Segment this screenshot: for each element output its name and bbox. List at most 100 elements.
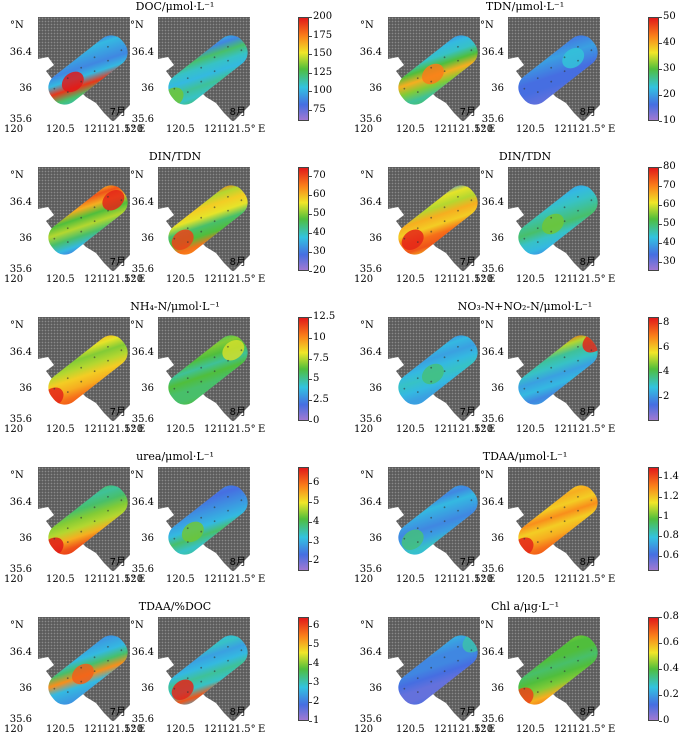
lat-tick-label: 36.4 xyxy=(359,347,382,358)
station-point xyxy=(66,227,69,230)
colorbar-tick-label: 10 xyxy=(663,115,676,126)
station-point xyxy=(470,49,473,52)
lat-tick-label: 36 xyxy=(19,383,32,394)
station-point xyxy=(403,237,406,240)
colorbar-tick-label: 3 xyxy=(313,535,320,547)
station-point xyxy=(416,377,419,380)
lon-tick-label: 120.5 xyxy=(516,424,545,435)
station-point xyxy=(186,541,189,544)
station-point xyxy=(107,345,109,348)
lon-tick-label: 121 xyxy=(554,124,574,135)
lat-tick-label: 35.6 xyxy=(131,714,154,725)
station-point xyxy=(53,537,56,540)
colorbar-tick xyxy=(309,482,312,484)
month-label: 7月 xyxy=(459,107,476,118)
map-panel-august: 8月 xyxy=(508,167,600,271)
colorbar-tick xyxy=(659,167,662,168)
colorbar-tick-label: 200 xyxy=(313,11,333,22)
lon-tick-label: E xyxy=(608,724,616,735)
station-point xyxy=(577,359,579,362)
colorbar-tick xyxy=(309,72,312,74)
chart-panel: Chl a/μg·L⁻¹ 36.4 36.4 36 36 35.6 35.6 °N °N 7月 8月… xyxy=(350,600,700,748)
station-point xyxy=(120,349,123,352)
lat-tick-label: 36.4 xyxy=(359,647,382,658)
station-point xyxy=(80,216,83,219)
colorbar-tick-label: 5 xyxy=(313,496,320,508)
colorbar-tick xyxy=(659,372,662,374)
colorbar-tick-label: 125 xyxy=(313,66,333,78)
lat-tick-label: 36 xyxy=(491,383,504,394)
station-point xyxy=(443,206,446,209)
lon-tick-label: 120 xyxy=(124,274,144,285)
colorbar-tick xyxy=(309,358,312,360)
lon-tick-label: 120 xyxy=(354,274,374,285)
chart-panel: TDAA/%DOC 36.4 36.4 36 36 35.6 35.6 °N °N 7月 8月 120… xyxy=(0,600,350,748)
station-point xyxy=(213,56,216,59)
lon-tick-label: 120.5 xyxy=(166,424,195,435)
station-point xyxy=(403,687,406,690)
lat-tick-label: 36.4 xyxy=(481,47,504,58)
station-point xyxy=(93,506,96,509)
colorbar-tick-label: 40 xyxy=(663,37,676,48)
colorbar-tick-label: 1 xyxy=(663,510,670,522)
station-point xyxy=(186,377,189,380)
lat-tick-label: 36 xyxy=(491,83,504,94)
station-point xyxy=(443,670,446,673)
station-point xyxy=(213,656,216,659)
lon-tick-label: 120.5 xyxy=(46,574,75,585)
lat-tick-label: 36 xyxy=(19,533,32,544)
station-point xyxy=(536,677,539,680)
station-point xyxy=(563,520,566,523)
station-point xyxy=(80,666,83,669)
colorbar-tick xyxy=(309,664,312,666)
colorbar-tick-label: 1 xyxy=(313,715,320,726)
colorbar-tick-label: 4 xyxy=(663,366,670,378)
station-point xyxy=(523,387,526,390)
station-point xyxy=(80,530,83,533)
colorbar-tick-label: 75 xyxy=(313,103,326,115)
colorbar-tick xyxy=(309,400,312,402)
colorbar-tick xyxy=(659,476,662,478)
station-point xyxy=(227,345,229,348)
lon-tick-label: 120.5 xyxy=(516,574,545,585)
lat-tick-label: 36.4 xyxy=(481,497,504,508)
chart-title: TDN/μmol·L⁻¹ xyxy=(485,0,565,13)
chart-panel: NH₄-N/μmol·L⁻¹ 36.4 36.4 36 36 35.6 35.6 °N °N 7月… xyxy=(0,300,350,448)
lon-tick-label: 121 xyxy=(434,574,454,585)
station-point xyxy=(227,59,229,62)
lon-tick-label: 121 xyxy=(84,274,104,285)
lon-tick-label: 120.5 xyxy=(46,724,75,735)
colorbar-tick xyxy=(309,337,312,339)
lon-tick-label: 121.5° xyxy=(222,424,256,435)
station-point xyxy=(457,345,459,348)
station-point xyxy=(416,227,419,230)
lat-tick-label: 36 xyxy=(369,83,382,94)
lat-tick-label: 36.4 xyxy=(481,197,504,208)
colorbar-tick xyxy=(309,702,312,704)
map-panel-july: 7月 xyxy=(388,17,480,121)
colorbar-tick-label: 2 xyxy=(663,390,670,402)
map-panel-july: 7月 xyxy=(388,467,480,571)
lat-tick-label: 36.4 xyxy=(359,497,382,508)
lon-tick-label: 121 xyxy=(554,724,574,735)
month-label: 7月 xyxy=(109,257,126,268)
colorbar-tick xyxy=(659,721,662,722)
station-point xyxy=(550,216,553,219)
station-point xyxy=(93,370,96,373)
lat-tick-label: 35.6 xyxy=(481,264,504,275)
lat-tick-label: 35.6 xyxy=(481,414,504,425)
station-point xyxy=(213,506,216,509)
station-point xyxy=(563,56,566,59)
station-point xyxy=(523,537,526,540)
colorbar-tick xyxy=(659,347,662,349)
north-label: °N xyxy=(360,470,374,481)
map-panel-august: 8月 xyxy=(508,467,600,571)
station-point xyxy=(550,366,553,369)
colorbar-tick xyxy=(309,561,312,563)
station-point xyxy=(523,237,526,240)
lon-tick-label: 120 xyxy=(4,574,24,585)
station-point xyxy=(240,49,243,52)
lon-tick-label: E xyxy=(488,274,496,285)
station-point xyxy=(550,666,553,669)
colorbar-tick-label: 30 xyxy=(313,246,326,258)
